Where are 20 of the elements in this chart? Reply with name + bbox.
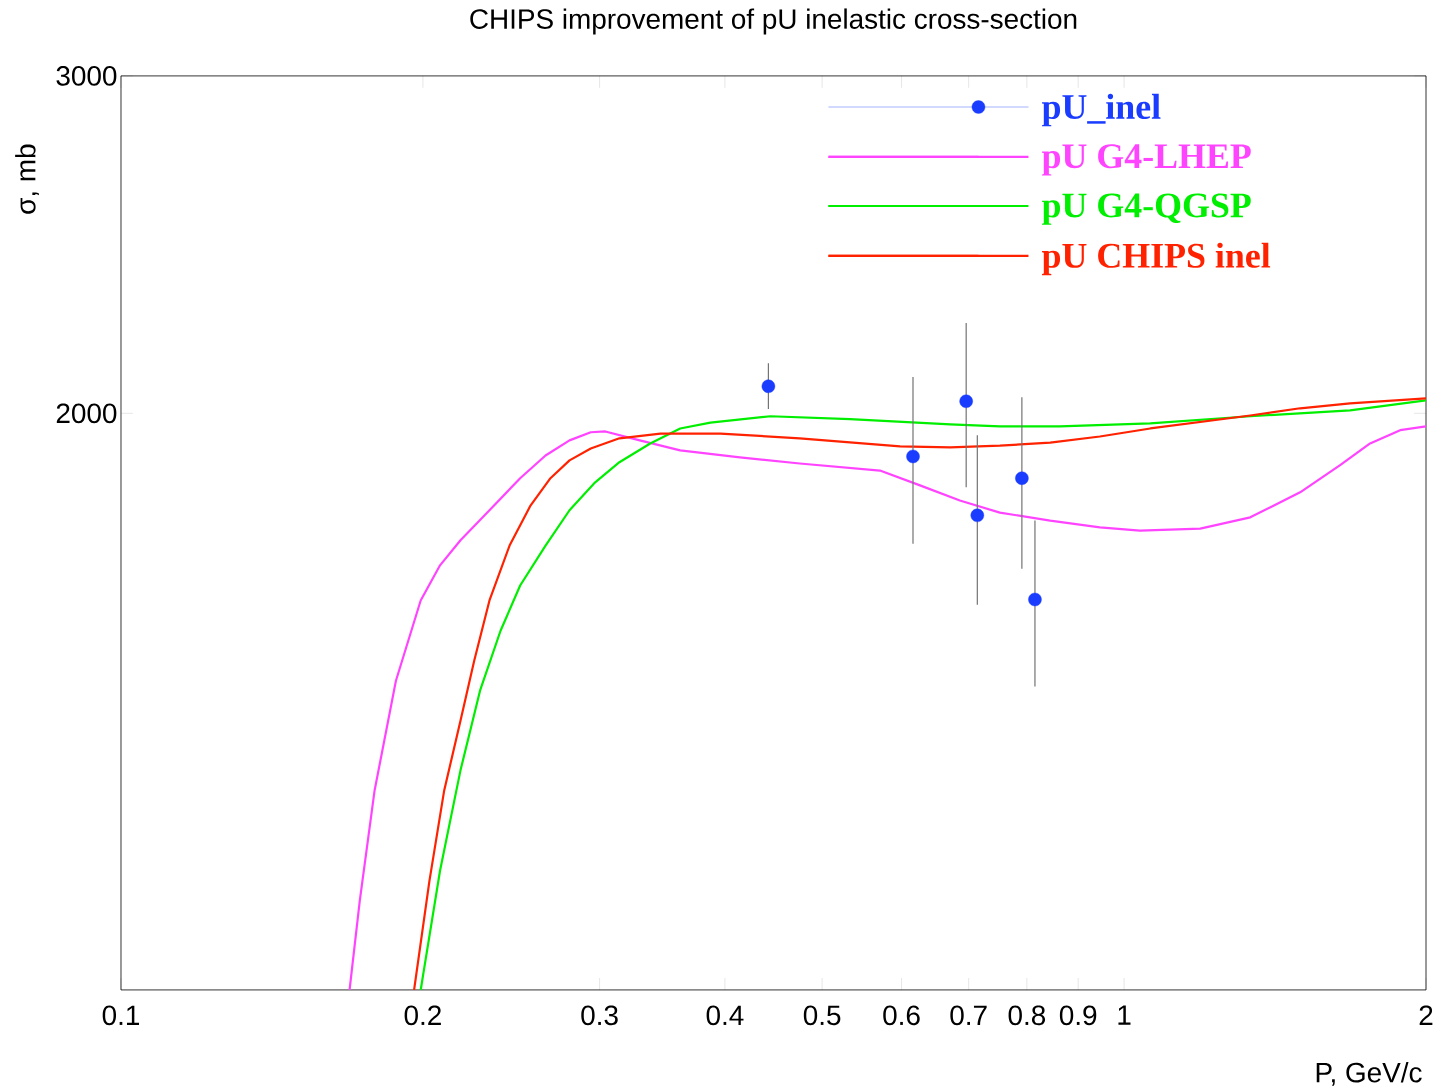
x-tick-label: 2 (1419, 1005, 1433, 1025)
x-tick-label: 0.3 (581, 1005, 618, 1026)
x-axis-title: P, GeV/c (1316, 1062, 1422, 1086)
x-tick-label: 0.1 (102, 1005, 140, 1026)
legend-label: pU CHIPS inel (1042, 242, 1271, 276)
legend-label: pU G4-QGSP (1042, 193, 1251, 225)
y-tick-label: 3000 (56, 66, 117, 86)
legend-label: pU G4-LHEP (1042, 144, 1251, 176)
x-tick-label: 0.2 (404, 1005, 441, 1026)
x-tick-label: 0.4 (706, 1005, 744, 1026)
y-tick-label: 2000 (56, 403, 117, 424)
chart-title: CHIPS improvement of pU inelastic cross-section (470, 8, 1077, 35)
x-tick-label: 0.7 (950, 1005, 987, 1026)
x-tick-label: 0.6 (883, 1005, 920, 1026)
x-tick-label: 0.9 (1059, 1005, 1097, 1026)
x-tick-label: 1 (1118, 1005, 1131, 1025)
legend-label: pU_inel (1042, 93, 1161, 127)
y-axis-title: σ, mb (15, 144, 39, 214)
x-tick-label: 0.8 (1008, 1005, 1046, 1026)
x-tick-label: 0.5 (803, 1005, 841, 1026)
